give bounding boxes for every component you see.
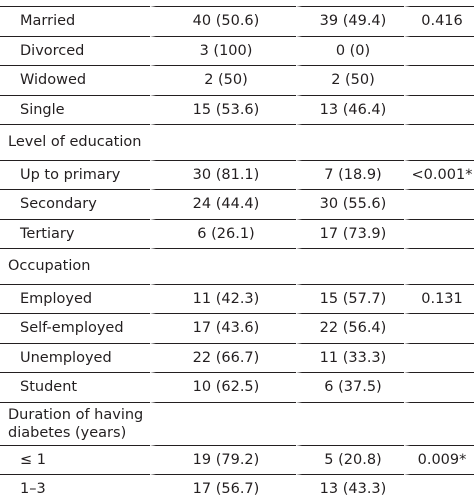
cell: 11 (33.3) xyxy=(296,342,404,372)
empty-cell xyxy=(150,401,296,445)
empty-cell xyxy=(404,474,474,504)
empty-cell xyxy=(404,35,474,65)
section-row: Level of education xyxy=(0,124,474,160)
cell: 15 (57.7) xyxy=(296,283,404,313)
cell: 13 (46.4) xyxy=(296,94,404,124)
row-label: Up to primary xyxy=(0,159,150,190)
data-row: Secondary 24 (44.4) 30 (55.6) xyxy=(0,189,474,219)
data-row: Married 40 (50.6) 39 (49.4) 0.416 xyxy=(0,6,474,36)
row-label: Widowed xyxy=(0,65,150,95)
data-row: Student 10 (62.5) 6 (37.5) xyxy=(0,372,474,402)
cell: 30 (81.1) xyxy=(150,159,296,189)
row-label: Married xyxy=(0,6,150,36)
empty-cell xyxy=(404,248,474,284)
cell: 22 (56.4) xyxy=(296,313,404,343)
row-label: Unemployed xyxy=(0,342,150,373)
cell: 13 (43.3) xyxy=(296,474,404,504)
section-label: Level of education xyxy=(0,124,150,160)
cell: 5 (20.8) xyxy=(296,444,404,474)
empty-cell xyxy=(404,189,474,219)
cell: 39 (49.4) xyxy=(296,6,404,36)
data-row: Up to primary 30 (81.1) 7 (18.9) <0.001* xyxy=(0,159,474,190)
empty-cell xyxy=(150,124,296,160)
empty-cell xyxy=(404,65,474,95)
data-row: Widowed 2 (50) 2 (50) xyxy=(0,65,474,95)
cell: <0.001* xyxy=(404,159,474,189)
empty-cell xyxy=(404,124,474,160)
row-label: ≤ 1 xyxy=(0,444,150,475)
row-label: Single xyxy=(0,94,150,125)
cell: 0 (0) xyxy=(296,35,404,65)
data-row: Self-employed 17 (43.6) 22 (56.4) xyxy=(0,313,474,343)
cell: 0.416 xyxy=(404,6,474,36)
row-label: 1–3 xyxy=(0,474,150,504)
data-row: Employed 11 (42.3) 15 (57.7) 0.131 xyxy=(0,283,474,314)
cell: 0.131 xyxy=(404,283,474,313)
cell: 17 (43.6) xyxy=(150,313,296,343)
row-label: Student xyxy=(0,372,150,402)
cell: 0.009* xyxy=(404,444,474,474)
row-label: Tertiary xyxy=(0,218,150,249)
section-label: Duration of having diabetes (years) xyxy=(0,401,150,445)
row-label: Employed xyxy=(0,283,150,314)
cell: 22 (66.7) xyxy=(150,342,296,372)
data-table: Married 40 (50.6) 39 (49.4) 0.416 Divorced 3 … xyxy=(0,6,474,504)
empty-cell xyxy=(404,94,474,124)
empty-cell xyxy=(404,342,474,372)
cell: 24 (44.4) xyxy=(150,189,296,219)
cell: 3 (100) xyxy=(150,35,296,65)
empty-cell xyxy=(404,401,474,445)
data-row: Divorced 3 (100) 0 (0) xyxy=(0,35,474,66)
empty-cell xyxy=(296,124,404,160)
cell: 10 (62.5) xyxy=(150,372,296,402)
data-row: ≤ 1 19 (79.2) 5 (20.8) 0.009* xyxy=(0,444,474,475)
cell: 2 (50) xyxy=(150,65,296,95)
cell: 17 (73.9) xyxy=(296,218,404,248)
section-row: Duration of having diabetes (years) xyxy=(0,401,474,445)
empty-cell xyxy=(404,218,474,248)
empty-cell xyxy=(296,401,404,445)
data-row: Unemployed 22 (66.7) 11 (33.3) xyxy=(0,342,474,373)
cell: 7 (18.9) xyxy=(296,159,404,189)
row-label: Secondary xyxy=(0,189,150,219)
cell: 15 (53.6) xyxy=(150,94,296,124)
cell: 6 (37.5) xyxy=(296,372,404,402)
empty-cell xyxy=(404,313,474,343)
cell: 40 (50.6) xyxy=(150,6,296,36)
data-row: 1–3 17 (56.7) 13 (43.3) xyxy=(0,474,474,504)
row-label: Self-employed xyxy=(0,313,150,343)
empty-cell xyxy=(296,248,404,284)
cell: 30 (55.6) xyxy=(296,189,404,219)
cell: 19 (79.2) xyxy=(150,444,296,474)
cell: 17 (56.7) xyxy=(150,474,296,504)
cell: 11 (42.3) xyxy=(150,283,296,313)
empty-cell xyxy=(150,248,296,284)
data-row: Single 15 (53.6) 13 (46.4) xyxy=(0,94,474,125)
section-row: Occupation xyxy=(0,248,474,284)
empty-cell xyxy=(404,372,474,402)
data-row: Tertiary 6 (26.1) 17 (73.9) xyxy=(0,218,474,249)
row-label: Divorced xyxy=(0,35,150,66)
section-label: Occupation xyxy=(0,248,150,284)
page: {"table": {"rows": [ ["Married", "40 (50… xyxy=(0,6,474,498)
cell: 2 (50) xyxy=(296,65,404,95)
cell: 6 (26.1) xyxy=(150,218,296,248)
